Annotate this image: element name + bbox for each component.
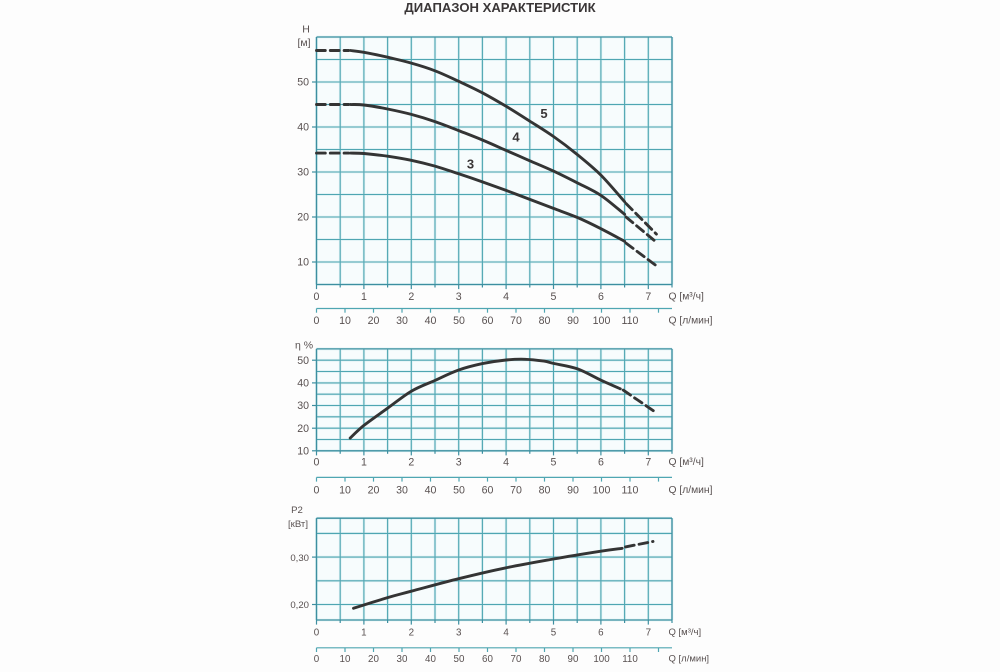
svg-text:90: 90 <box>568 654 579 665</box>
svg-text:40: 40 <box>297 378 309 390</box>
svg-text:50: 50 <box>454 654 465 665</box>
svg-text:6: 6 <box>598 291 604 303</box>
svg-text:0: 0 <box>314 627 320 638</box>
svg-text:10: 10 <box>339 485 351 497</box>
svg-text:80: 80 <box>539 654 550 665</box>
svg-text:5: 5 <box>551 291 557 303</box>
svg-text:70: 70 <box>511 654 522 665</box>
svg-text:50: 50 <box>297 77 309 89</box>
svg-text:40: 40 <box>297 122 309 134</box>
svg-text:3: 3 <box>456 457 462 469</box>
svg-text:5: 5 <box>551 457 557 469</box>
svg-text:3: 3 <box>456 627 462 638</box>
svg-text:50: 50 <box>297 355 309 367</box>
svg-text:3: 3 <box>467 157 474 172</box>
svg-text:110: 110 <box>622 485 639 497</box>
svg-text:7: 7 <box>646 627 651 638</box>
svg-text:0,30: 0,30 <box>290 553 309 564</box>
svg-text:10: 10 <box>297 446 309 458</box>
svg-text:20: 20 <box>297 212 309 224</box>
svg-text:1: 1 <box>361 291 367 303</box>
svg-text:60: 60 <box>482 315 494 327</box>
svg-text:2: 2 <box>409 627 414 638</box>
svg-text:[м]: [м] <box>297 37 310 49</box>
svg-text:Q [л/мин]: Q [л/мин] <box>669 485 713 496</box>
svg-text:100: 100 <box>593 654 610 665</box>
svg-text:30: 30 <box>397 654 408 665</box>
svg-text:30: 30 <box>396 315 408 327</box>
svg-text:20: 20 <box>297 423 309 435</box>
svg-text:ДИАПАЗОН ХАРАКТЕРИСТИК: ДИАПАЗОН ХАРАКТЕРИСТИК <box>404 0 596 15</box>
svg-text:30: 30 <box>297 167 309 179</box>
svg-text:0: 0 <box>314 654 320 665</box>
svg-text:90: 90 <box>567 485 579 497</box>
svg-text:4: 4 <box>512 130 520 145</box>
svg-text:Q [м³/ч]: Q [м³/ч] <box>669 292 704 303</box>
svg-text:0: 0 <box>314 485 320 497</box>
svg-text:1: 1 <box>361 627 366 638</box>
svg-text:70: 70 <box>510 485 522 497</box>
svg-text:0: 0 <box>314 315 320 327</box>
svg-text:7: 7 <box>645 291 651 303</box>
svg-text:110: 110 <box>622 654 638 665</box>
svg-text:50: 50 <box>453 485 465 497</box>
svg-text:100: 100 <box>593 485 611 497</box>
svg-text:40: 40 <box>425 654 436 665</box>
svg-text:η %: η % <box>295 340 313 352</box>
svg-text:Q [м³/ч]: Q [м³/ч] <box>669 627 702 638</box>
svg-text:0: 0 <box>314 457 320 469</box>
svg-text:20: 20 <box>368 485 380 497</box>
svg-text:5: 5 <box>551 627 557 638</box>
svg-text:40: 40 <box>425 485 437 497</box>
svg-text:30: 30 <box>396 485 408 497</box>
svg-text:1: 1 <box>361 457 367 469</box>
svg-text:10: 10 <box>297 257 309 269</box>
svg-text:Q [л/мин]: Q [л/мин] <box>669 653 710 664</box>
svg-text:100: 100 <box>593 315 611 327</box>
svg-text:[кВт]: [кВт] <box>288 519 308 530</box>
svg-text:60: 60 <box>482 654 493 665</box>
svg-text:110: 110 <box>622 315 639 327</box>
svg-text:40: 40 <box>425 315 437 327</box>
svg-text:3: 3 <box>456 291 462 303</box>
svg-text:10: 10 <box>339 315 351 327</box>
svg-text:20: 20 <box>368 654 379 665</box>
svg-text:2: 2 <box>408 291 414 303</box>
svg-text:7: 7 <box>645 457 651 469</box>
svg-text:P2: P2 <box>291 505 303 516</box>
svg-text:5: 5 <box>540 106 547 121</box>
svg-text:0,20: 0,20 <box>290 600 309 611</box>
svg-text:Q [м³/ч]: Q [м³/ч] <box>669 457 704 468</box>
svg-text:30: 30 <box>297 400 309 412</box>
svg-text:70: 70 <box>510 315 522 327</box>
svg-text:20: 20 <box>368 315 380 327</box>
svg-text:4: 4 <box>503 291 509 303</box>
svg-text:10: 10 <box>340 654 351 665</box>
svg-text:2: 2 <box>408 457 414 469</box>
svg-text:6: 6 <box>598 457 604 469</box>
svg-text:0: 0 <box>314 291 320 303</box>
svg-text:4: 4 <box>503 627 509 638</box>
svg-text:6: 6 <box>598 627 604 638</box>
svg-text:50: 50 <box>453 315 465 327</box>
svg-text:Q [л/мин]: Q [л/мин] <box>669 316 713 327</box>
svg-text:80: 80 <box>539 315 551 327</box>
svg-text:H: H <box>302 24 310 36</box>
svg-text:4: 4 <box>503 457 509 469</box>
svg-text:90: 90 <box>567 315 579 327</box>
svg-text:80: 80 <box>539 485 551 497</box>
svg-text:60: 60 <box>482 485 494 497</box>
